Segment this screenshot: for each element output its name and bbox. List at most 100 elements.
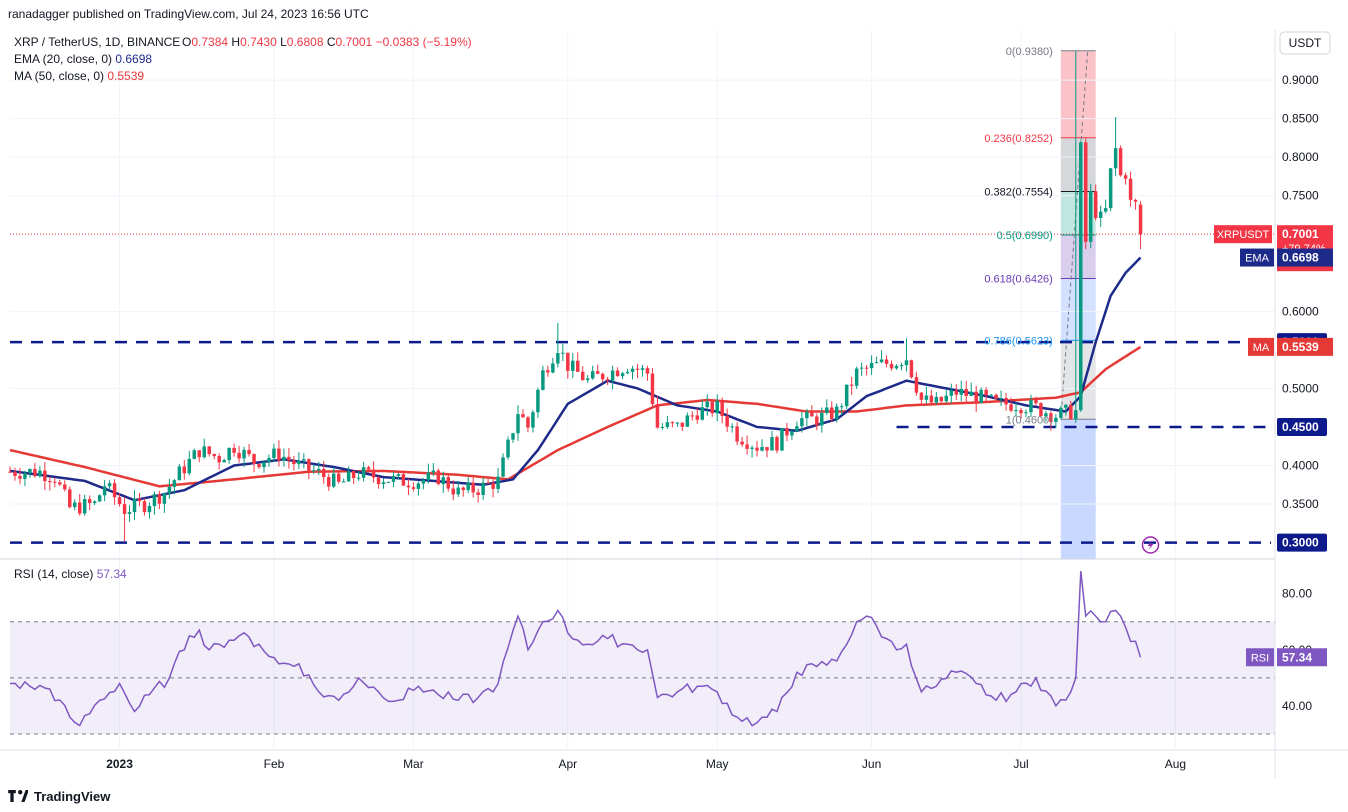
candle-body	[282, 456, 286, 461]
candle-body	[1093, 191, 1098, 218]
candle-body	[1074, 410, 1078, 419]
chart-area[interactable]: 0(0.9380) 0.236(0.8252) 0.382(0.7554) 0.5(0…	[0, 30, 1348, 784]
candle-body	[431, 470, 436, 473]
candle-body	[1024, 412, 1028, 414]
candle-body	[92, 501, 97, 504]
ma-name-label: MA	[1253, 342, 1270, 354]
candle-body	[107, 483, 112, 487]
rsi-value-tag	[1277, 648, 1327, 667]
candle-body	[466, 482, 470, 491]
candle-body	[924, 395, 929, 400]
candle-body	[252, 454, 256, 465]
candle-body	[396, 474, 401, 476]
candle-body	[700, 407, 705, 420]
candle-body	[426, 472, 431, 481]
candle-body	[43, 470, 47, 482]
candle-body	[939, 396, 944, 402]
candle-body	[217, 456, 221, 463]
price-tick: 0.4000	[1282, 459, 1319, 473]
candle-body	[137, 498, 142, 502]
price-tick: 0.5000	[1282, 381, 1319, 395]
candle-body	[984, 389, 988, 396]
candle-body	[1103, 208, 1108, 212]
candle-body	[446, 477, 451, 489]
rsi-value-label: 57.34	[1282, 650, 1312, 664]
candle-body	[272, 448, 276, 459]
candle-body	[934, 396, 939, 403]
candle-body	[406, 485, 411, 488]
currency-label: USDT	[1289, 36, 1322, 50]
candle-body	[18, 476, 22, 479]
candle-body	[864, 367, 869, 369]
candle-body	[576, 360, 580, 372]
candle-body	[82, 499, 87, 514]
candle-body	[192, 450, 197, 459]
candles	[8, 50, 1143, 542]
candle-body	[142, 501, 147, 513]
candle-body	[87, 499, 92, 504]
candle-body	[625, 371, 630, 374]
candle-body	[511, 433, 515, 440]
fib-label: 0.382(0.7554)	[984, 187, 1053, 199]
candle-body	[1123, 175, 1128, 179]
time-label: May	[706, 757, 729, 771]
indicator-label: MA (50, close, 0)	[14, 69, 107, 83]
publisher-text: ranadagger published on TradingView.com,…	[8, 7, 369, 21]
candle-body	[785, 428, 789, 436]
candle-body	[1049, 413, 1053, 422]
candle-body	[949, 390, 954, 396]
price-tick: 0.6000	[1282, 304, 1319, 318]
candle-body	[1019, 410, 1023, 414]
ohlc-value: 0.7001	[336, 35, 376, 49]
price-axis: USDT 0.3500 0.4000 0.5000 0.6000 0.7500 0.8000…	[1141, 30, 1333, 778]
candle-body	[869, 362, 874, 369]
candle-body	[1004, 397, 1008, 405]
candle-body	[566, 352, 570, 371]
candle-body	[58, 482, 62, 485]
candle-body	[132, 498, 137, 512]
candle-body	[421, 480, 426, 484]
ohlc-values: O0.7384 H0.7430 L0.6808 C0.7001 −0.0383 …	[182, 35, 472, 49]
candle-body	[297, 460, 301, 465]
header-bar: ranadagger published on TradingView.com,…	[0, 0, 1348, 30]
candle-body	[1118, 148, 1123, 176]
level-tag-label: 0.4500	[1282, 420, 1319, 434]
candle-body	[267, 458, 271, 462]
candle-body	[531, 412, 535, 428]
candle-body	[665, 422, 670, 428]
candle-body	[127, 511, 132, 514]
ohlc-value: 0.6808	[287, 35, 327, 49]
candle-body	[247, 449, 251, 455]
candle-body	[740, 441, 744, 445]
candle-body	[38, 470, 42, 477]
candle-body	[1014, 410, 1018, 412]
tradingview-logo-icon	[8, 790, 28, 802]
candle-body	[63, 484, 67, 490]
candle-body	[112, 483, 117, 498]
candle-body	[810, 411, 814, 417]
candle-body	[580, 371, 585, 381]
candle-body	[207, 446, 211, 455]
candle-body	[476, 492, 480, 496]
candle-body	[346, 471, 351, 482]
ema20-line	[9, 256, 1142, 502]
candle-body	[1133, 199, 1138, 202]
ema-value-tag	[1277, 248, 1333, 267]
level-tag	[1277, 533, 1327, 552]
candle-body	[28, 469, 32, 474]
candle-body	[317, 468, 321, 471]
candle-body	[551, 363, 555, 373]
candle-body	[730, 426, 734, 428]
candle-body	[670, 422, 675, 424]
fib-zones	[1060, 50, 1096, 560]
candle-body	[1029, 399, 1033, 413]
fib-zone	[1060, 137, 1096, 192]
candle-body	[595, 371, 600, 374]
candle-body	[471, 482, 475, 493]
candle-body	[33, 469, 37, 477]
fib-label: 1(0.4600)	[1006, 414, 1053, 426]
candle-body	[162, 493, 167, 504]
candle-body	[1054, 417, 1058, 422]
indicator-label: EMA (20, close, 0)	[14, 52, 115, 66]
candle-body	[68, 489, 72, 508]
